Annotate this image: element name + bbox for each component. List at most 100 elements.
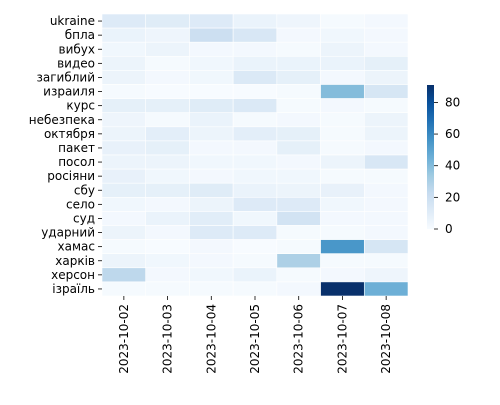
heatmap-cell [232,84,278,99]
heatmap-cell [276,98,321,113]
y-tick-label: курс [66,99,95,113]
heatmap-cell [276,41,321,57]
heatmap-cells [101,13,409,297]
heatmap-cell [232,13,278,29]
heatmap-cell [276,211,321,226]
colorbar-tick-label: 40 [445,159,460,173]
heatmap-cell [276,168,321,184]
heatmap-cell [276,281,321,297]
heatmap-cell [276,112,321,128]
y-tick-label: пакет [58,141,95,155]
heatmap-cell [363,267,409,283]
heatmap-cell [320,98,365,113]
x-tick-label: 2023-10-07 [335,304,349,374]
heatmap-cell [276,267,321,283]
heatmap-cell [320,211,365,226]
heatmap-cell [145,168,190,184]
colorbar-tick-label: 20 [445,190,460,204]
heatmap-cell [232,98,278,113]
heatmap-cell [189,182,234,198]
heatmap-cell [101,126,147,142]
heatmap-cell [189,140,234,156]
y-tick-label: небезпека [29,113,95,127]
y-axis: ukraineбплавибухвидеозагиблийизраилякурс… [29,14,102,296]
heatmap-cell [320,239,365,255]
heatmap-cell [276,197,321,212]
heatmap-cell [320,41,365,57]
heatmap-cell [189,225,234,240]
y-tick-label: октября [44,127,95,141]
heatmap-cell [363,154,409,170]
heatmap-cell [101,239,147,255]
colorbar-tick-label: 80 [445,95,460,109]
heatmap-cell [101,197,147,212]
heatmap-cell [320,55,365,71]
heatmap-cell [320,112,365,128]
heatmap-cell [189,112,234,128]
heatmap-cell [320,168,365,184]
heatmap-cell [101,112,147,128]
heatmap-cell [276,126,321,142]
y-tick-label: видео [57,56,95,70]
heatmap-cell [363,112,409,128]
heatmap-cell [189,253,234,269]
heatmap-cell [145,140,190,156]
y-tick-label: херсон [51,268,95,282]
heatmap-cell [363,197,409,212]
heatmap-cell [363,253,409,269]
heatmap-cell [363,211,409,226]
heatmap-cell [189,197,234,212]
colorbar-tick-label: 0 [445,222,453,236]
heatmap-cell [232,182,278,198]
heatmap-cell [189,211,234,226]
colorbar-gradient [427,85,434,229]
heatmap-cell [320,70,365,85]
heatmap-cell [101,154,147,170]
heatmap-cell [145,225,190,240]
y-tick-label: хамас [58,240,95,254]
y-tick-label: вибух [59,42,95,56]
heatmap-cell [145,112,190,128]
heatmap-cell [145,55,190,71]
y-tick-label: ударний [41,226,95,240]
y-tick-label: бпла [65,28,95,42]
heatmap-cell [145,239,190,255]
heatmap-cell [276,154,321,170]
heatmap-cell [145,182,190,198]
heatmap-cell [232,197,278,212]
y-tick-label: харків [55,254,95,268]
heatmap-cell [189,41,234,57]
heatmap-cell [232,140,278,156]
heatmap-cell [145,98,190,113]
heatmap-cell [232,267,278,283]
heatmap-cell [145,84,190,99]
heatmap-cell [189,126,234,142]
heatmap-cell [276,140,321,156]
heatmap-cell [101,140,147,156]
x-tick-label: 2023-10-05 [248,304,262,374]
heatmap-cell [189,70,234,85]
heatmap-cell [189,267,234,283]
heatmap-cell [189,84,234,99]
heatmap-cell [232,211,278,226]
heatmap-cell [101,13,147,29]
heatmap-cell [101,55,147,71]
heatmap-cell [232,154,278,170]
heatmap-cell [145,281,190,297]
heatmap-cell [276,27,321,43]
heatmap-cell [101,84,147,99]
heatmap-cell [363,55,409,71]
heatmap-cell [101,182,147,198]
heatmap-cell [189,154,234,170]
y-tick-label: росіяни [47,169,95,183]
heatmap-cell [363,27,409,43]
heatmap-cell [320,225,365,240]
heatmap-cell [145,70,190,85]
heatmap-cell [320,197,365,212]
x-tick-label: 2023-10-06 [292,304,306,374]
heatmap-cell [363,239,409,255]
heatmap-cell [189,27,234,43]
y-tick-label: израиля [43,85,95,99]
heatmap-cell [276,225,321,240]
